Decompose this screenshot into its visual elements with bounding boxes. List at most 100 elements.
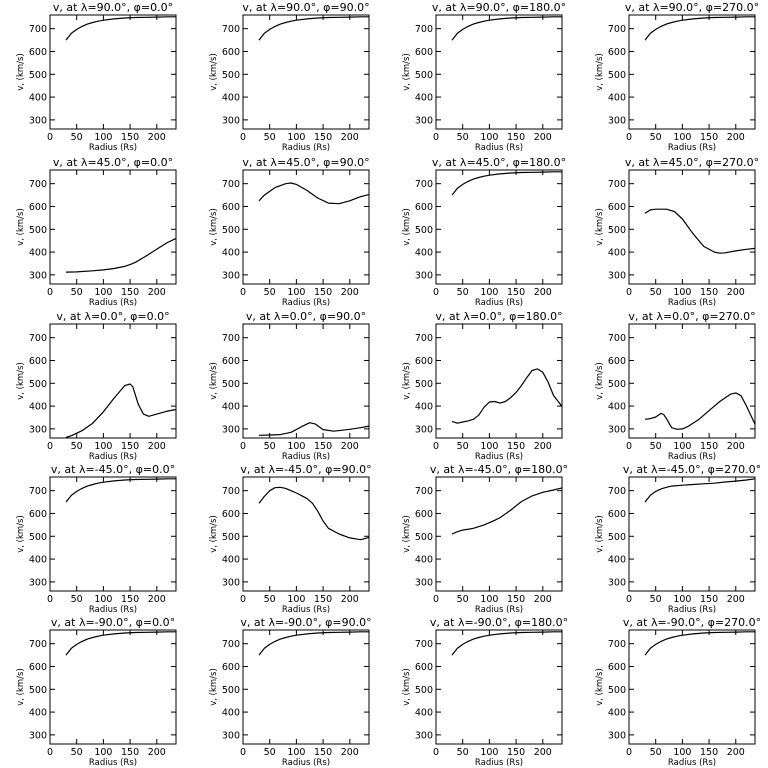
x-tick-label: 150 [700,594,718,605]
y-tick-label: 300 [415,424,433,435]
y-tick-label: 300 [222,424,240,435]
series-line [258,16,369,41]
x-tick-label: 150 [700,132,718,143]
x-tick-label: 100 [673,747,691,758]
y-tick-label: 600 [222,509,240,520]
y-tick-label: 400 [222,555,240,566]
y-tick-label: 500 [415,70,433,81]
x-tick-label: 150 [700,287,718,298]
x-axis-label: Radius (Rs) [282,605,330,615]
panel-title: v, at λ=0.0°, φ=0.0° [56,310,169,323]
y-axis-label: v, (km/s) [209,53,219,91]
y-tick-label: 600 [415,202,433,213]
x-tick-label: 0 [433,287,439,298]
y-tick-label: 500 [608,379,626,390]
x-tick-label: 0 [433,594,439,605]
series-line [258,486,370,541]
x-tick-label: 200 [534,441,552,452]
x-axis-label: Radius (Rs) [89,298,137,308]
y-axis-label: v, (km/s) [16,668,26,706]
x-tick-label: 100 [94,287,112,298]
y-tick-label: 400 [415,555,433,566]
x-tick-label: 150 [121,441,139,452]
plot-frame [435,629,563,745]
y-tick-label: 400 [415,93,433,104]
x-tick-label: 0 [47,287,53,298]
y-tick-label: 400 [222,402,240,413]
y-tick-label: 400 [29,708,47,719]
y-tick-label: 400 [222,248,240,259]
y-tick-label: 300 [608,577,626,588]
y-tick-label: 700 [608,179,626,190]
plot-frame [49,323,177,439]
panel-9: v, at λ=0.0°, φ=0.0° 0 50 100 150 200 300 400 50… [16,310,177,462]
y-axis-label: v, (km/s) [209,668,219,706]
plot-frame [49,629,177,745]
x-tick-label: 200 [148,132,166,143]
panel-2: v, at λ=90.0°, φ=90.0° 0 50 100 150 200 300 400… [209,1,370,153]
x-axis-label: Radius (Rs) [282,298,330,308]
panel-8: v, at λ=45.0°, φ=270.0° 0 50 100 150 200 300 40… [595,156,759,308]
plot-frame [435,169,563,285]
x-tick-label: 200 [341,594,359,605]
panel-19: v, at λ=-90.0°, φ=180.0° 0 50 100 150 200 300 4… [402,616,568,768]
x-tick-label: 0 [626,594,632,605]
y-tick-label: 600 [29,509,47,520]
panel-10: v, at λ=0.0°, φ=90.0° 0 50 100 150 200 300 400 5… [209,310,370,462]
x-axis-label: Radius (Rs) [282,143,330,153]
plot-frame [628,169,756,285]
y-tick-label: 300 [415,730,433,741]
y-axis-label: v, (km/s) [595,53,605,91]
y-axis-label: v, (km/s) [595,208,605,246]
y-tick-label: 300 [222,577,240,588]
y-tick-label: 600 [29,662,47,673]
plot-frame [628,629,756,745]
y-tick-label: 600 [29,356,47,367]
x-axis-label: Radius (Rs) [668,758,716,768]
x-tick-label: 200 [341,441,359,452]
y-axis-label: v, (km/s) [209,208,219,246]
x-tick-label: 50 [264,132,276,143]
y-tick-label: 700 [415,486,433,497]
panel-18: v, at λ=-90.0°, φ=90.0° 0 50 100 150 200 300 40… [209,616,372,768]
y-tick-label: 600 [608,202,626,213]
x-tick-label: 150 [121,132,139,143]
y-axis-label: v, (km/s) [16,515,26,553]
x-tick-label: 50 [650,441,662,452]
y-tick-label: 500 [415,532,433,543]
x-axis-label: Radius (Rs) [668,605,716,615]
x-tick-label: 200 [727,441,745,452]
x-tick-label: 100 [480,287,498,298]
y-tick-label: 700 [222,333,240,344]
plot-frame [242,629,370,745]
y-axis-label: v, (km/s) [209,362,219,400]
x-tick-label: 50 [650,132,662,143]
y-tick-label: 700 [608,639,626,650]
x-axis-label: Radius (Rs) [89,605,137,615]
y-tick-label: 400 [608,93,626,104]
y-tick-label: 300 [608,424,626,435]
y-tick-label: 500 [415,685,433,696]
panel-14: v, at λ=-45.0°, φ=90.0° 0 50 100 150 200 300 40… [209,463,372,615]
series-line [258,631,369,656]
x-tick-label: 100 [287,747,305,758]
y-tick-label: 600 [222,356,240,367]
y-tick-label: 600 [608,509,626,520]
panel-title: v, at λ=-45.0°, φ=180.0° [430,463,568,476]
plot-frame [49,476,177,592]
y-tick-label: 500 [608,225,626,236]
panel-title: v, at λ=-45.0°, φ=90.0° [240,463,371,476]
panel-7: v, at λ=45.0°, φ=180.0° 0 50 100 150 200 300 40… [402,156,566,308]
y-tick-label: 400 [415,248,433,259]
plot-frame [628,323,756,439]
y-tick-label: 600 [415,662,433,673]
x-tick-label: 150 [314,441,332,452]
x-tick-label: 0 [240,594,246,605]
y-tick-label: 500 [222,379,240,390]
x-tick-label: 0 [626,747,632,758]
panel-title: v, at λ=-45.0°, φ=0.0° [51,463,175,476]
x-tick-label: 0 [433,132,439,143]
y-axis-label: v, (km/s) [595,515,605,553]
x-tick-label: 0 [47,594,53,605]
